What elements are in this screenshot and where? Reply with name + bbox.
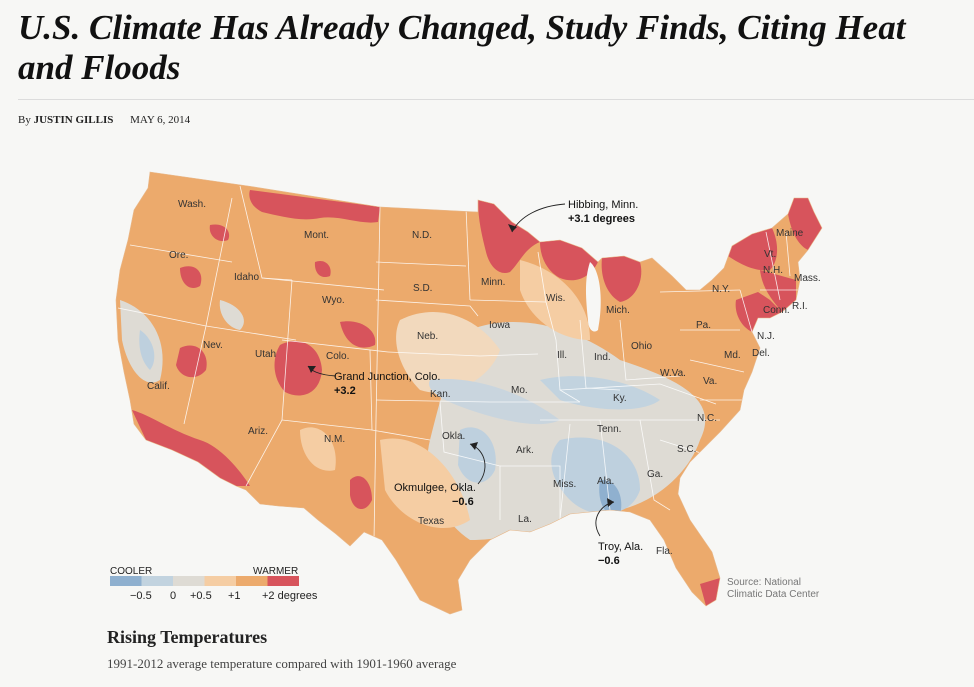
callout-place-troy: Troy, Ala.	[598, 541, 643, 553]
state-label: Mo.	[511, 385, 528, 396]
arrowhead-grand-junction	[308, 366, 316, 373]
legend-swatch	[141, 576, 173, 586]
byline: By JUSTIN GILLIS MAY 6, 2014	[18, 114, 190, 126]
state-label: Ill.	[557, 350, 567, 361]
state-label: Va.	[703, 376, 717, 387]
state-label: Kan.	[430, 389, 451, 400]
state-label: S.D.	[413, 283, 432, 294]
state-label: Wis.	[546, 293, 565, 304]
state-label: Texas	[418, 516, 444, 527]
state-label: Wyo.	[322, 295, 345, 306]
state-label: Ohio	[631, 341, 653, 352]
legend-warmer-label: WARMER	[253, 566, 298, 577]
legend-swatch	[267, 576, 299, 586]
state-label: N.C.	[697, 413, 717, 424]
source-note: Source: National Climatic Data Center	[727, 577, 820, 600]
state-label: N.J.	[757, 331, 775, 342]
publish-date: MAY 6, 2014	[130, 114, 191, 126]
callout-place-hibbing: Hibbing, Minn.	[568, 199, 638, 211]
state-label: Utah	[255, 349, 276, 360]
state-label: Tenn.	[597, 424, 621, 435]
legend-swatch	[236, 576, 268, 586]
us-outline	[115, 171, 823, 615]
state-label: La.	[518, 514, 532, 525]
legend-swatch	[204, 576, 236, 586]
legend-tick-label: 0	[170, 590, 176, 602]
legend-tick-label: +0.5	[190, 590, 212, 602]
state-label: Mich.	[606, 305, 630, 316]
state-label: Miss.	[553, 479, 576, 490]
temperature-map: Wash. Ore. Calif. Idaho Nev. Mont. Wyo. Utah Col…	[110, 171, 823, 615]
state-label: Mass.	[794, 273, 821, 284]
chart-title: Rising Temperatures	[107, 627, 268, 647]
state-label: Conn.	[763, 305, 790, 316]
legend-swatch	[173, 576, 205, 586]
state-label: N.H.	[763, 265, 783, 276]
state-label: Iowa	[489, 320, 511, 331]
legend-tick-label: +1	[228, 590, 241, 602]
state-label: Minn.	[481, 277, 505, 288]
heat-field	[116, 172, 822, 614]
state-label: Neb.	[417, 331, 438, 342]
callout-value-grand-junction: +3.2	[334, 385, 356, 397]
state-label: Del.	[752, 348, 770, 359]
arrowhead-hibbing	[508, 224, 517, 232]
state-label: Ark.	[516, 445, 534, 456]
state-label: Mont.	[304, 230, 329, 241]
state-label: S.C.	[677, 444, 696, 455]
state-label: N.Y.	[712, 284, 730, 295]
state-label: Idaho	[234, 272, 259, 283]
arrowhead-okmulgee	[470, 442, 478, 450]
byline-prefix: By	[18, 114, 31, 126]
state-label: Wash.	[178, 199, 206, 210]
callout-value-hibbing: +3.1 degrees	[568, 213, 635, 225]
arrowhead-troy	[607, 498, 614, 507]
state-label: N.D.	[412, 230, 432, 241]
state-label: Maine	[776, 228, 804, 239]
callout-value-okmulgee: −0.6	[452, 496, 474, 508]
lake-michigan	[586, 262, 601, 332]
chart-subtitle: 1991-2012 average temperature compared w…	[107, 656, 457, 671]
state-label: Ore.	[169, 250, 188, 261]
state-label: Ga.	[647, 469, 663, 480]
state-label: Calif.	[147, 381, 170, 392]
callout-value-troy: −0.6	[598, 555, 620, 567]
state-label: Ariz.	[248, 426, 268, 437]
callout-place-okmulgee: Okmulgee, Okla.	[394, 482, 476, 494]
legend-swatch	[110, 576, 142, 586]
legend-tick-label: −0.5	[130, 590, 152, 602]
state-label: N.M.	[324, 434, 345, 445]
state-label: Ala.	[597, 476, 614, 487]
state-borders	[117, 185, 800, 541]
state-label: Colo.	[326, 351, 349, 362]
author-link[interactable]: JUSTIN GILLIS	[33, 114, 114, 126]
state-label: W.Va.	[660, 368, 686, 379]
legend-tick-label: +2 degrees	[262, 590, 318, 602]
state-label: Vt.	[764, 249, 776, 260]
state-label: Ind.	[594, 352, 611, 363]
legend: COOLER WARMER −0.5 0 +0.5 +1 +2 degrees	[110, 566, 318, 602]
divider	[18, 99, 974, 100]
state-label: Ky.	[613, 393, 627, 404]
state-label: Md.	[724, 350, 741, 361]
state-label: Pa.	[696, 320, 711, 331]
state-label: Nev.	[203, 340, 223, 351]
callout-place-grand-junction: Grand Junction, Colo.	[334, 371, 440, 383]
headline: U.S. Climate Has Already Changed, Study …	[18, 8, 906, 87]
state-label: Okla.	[442, 431, 465, 442]
state-label: R.I.	[792, 301, 808, 312]
state-labels: Wash. Ore. Calif. Idaho Nev. Mont. Wyo. Utah Col…	[147, 199, 821, 557]
legend-cooler-label: COOLER	[110, 566, 152, 577]
state-label: Fla.	[656, 546, 673, 557]
